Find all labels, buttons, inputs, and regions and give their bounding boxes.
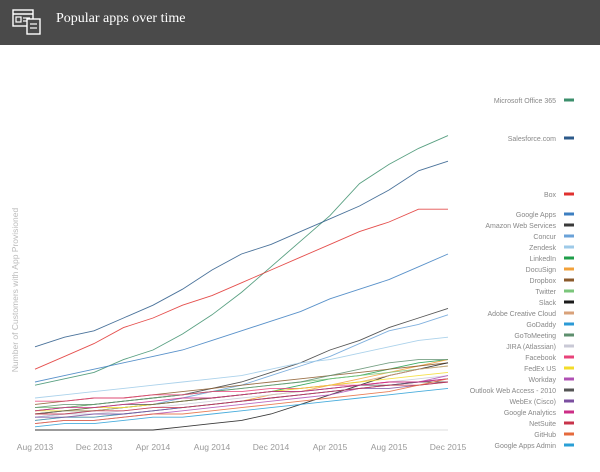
legend-label: NetSuite	[529, 421, 556, 428]
series-line	[34, 378, 449, 425]
legend-label: Adobe Creative Cloud	[488, 311, 557, 318]
legend-swatch	[564, 245, 574, 249]
legend-swatch	[564, 344, 574, 348]
legend-swatch	[564, 366, 574, 370]
legend-swatch	[564, 322, 574, 326]
header-bar: Popular apps over time	[0, 0, 600, 45]
legend-label: FedEx US	[524, 366, 556, 373]
x-tick-label: Aug 2014	[194, 442, 231, 452]
legend-swatch	[564, 388, 574, 392]
series-line	[34, 336, 449, 399]
legend-swatch	[564, 443, 574, 447]
legend-label: JIRA (Atlassian)	[506, 344, 556, 351]
series-line	[34, 387, 449, 428]
legend-swatch	[564, 136, 574, 140]
legend-swatch	[564, 432, 574, 436]
x-tick-label: Apr 2014	[136, 442, 171, 452]
legend-swatch	[564, 256, 574, 260]
legend-swatch	[564, 421, 574, 425]
y-axis-label: Number of Customers with App Provisioned	[10, 208, 20, 373]
legend-label: Facebook	[525, 355, 556, 362]
legend-label: GoToMeeting	[514, 333, 556, 340]
legend-label: Workday	[529, 377, 557, 384]
legend-label: DocuSign	[526, 267, 556, 274]
legend-swatch	[564, 311, 574, 315]
legend-swatch	[564, 223, 574, 227]
legend-swatch	[564, 212, 574, 216]
legend-label: Dropbox	[530, 278, 557, 285]
series-line	[34, 208, 448, 370]
series-line	[34, 314, 449, 418]
legend-swatch	[564, 410, 574, 414]
line-chart: Aug 2013 Dec 2013 Apr 2014 Aug 2014 Dec 2014…	[10, 98, 574, 452]
legend-label: Box	[544, 192, 557, 199]
legend-swatch	[564, 98, 574, 102]
x-tick-label: Aug 2013	[17, 442, 54, 452]
legend-swatch	[564, 234, 574, 238]
legend-swatch	[564, 355, 574, 359]
legend-label: Outlook Web Access - 2010	[470, 388, 556, 395]
series-line	[35, 381, 449, 415]
window-document-icon	[12, 9, 41, 35]
legend-swatch	[564, 300, 574, 304]
legend-swatch	[564, 377, 574, 381]
series-line	[34, 253, 449, 383]
legend-label: GoDaddy	[526, 322, 556, 329]
legend-label: LinkedIn	[530, 256, 557, 263]
x-tick-label: Dec 2013	[76, 442, 113, 452]
legend-label: Amazon Web Services	[485, 223, 556, 230]
series-line	[35, 381, 449, 418]
legend-label: Microsoft Office 365	[494, 98, 556, 105]
legend-label: Google Apps	[516, 212, 557, 219]
x-tick-label: Dec 2014	[253, 442, 290, 452]
legend-swatch	[564, 278, 574, 282]
legend-label: Salesforce.com	[508, 136, 556, 143]
series-line	[34, 359, 449, 415]
page-title: Popular apps over time	[56, 11, 186, 26]
x-tick-label: Aug 2015	[371, 442, 408, 452]
legend-swatch	[564, 399, 574, 403]
legend-swatch	[564, 289, 574, 293]
legend-label: WebEx (Cisco)	[509, 399, 556, 406]
x-tick-label: Apr 2015	[313, 442, 348, 452]
legend-label: Slack	[539, 300, 557, 307]
series-line	[34, 135, 449, 386]
legend-label: Twitter	[535, 289, 556, 296]
legend-label: GitHub	[534, 432, 556, 439]
x-tick-label: Dec 2015	[430, 442, 467, 452]
legend-swatch	[564, 333, 574, 337]
legend-label: Concur	[533, 234, 556, 241]
series-line	[34, 375, 449, 425]
series-line	[34, 359, 448, 409]
legend-label: Google Analytics	[504, 410, 557, 417]
series-line	[34, 378, 449, 412]
legend-label: Google Apps Admin	[495, 443, 557, 450]
series-line	[34, 160, 449, 348]
legend-label: Zendesk	[529, 245, 556, 252]
series-line	[35, 362, 449, 431]
legend-swatch	[564, 267, 574, 271]
legend-swatch	[564, 192, 574, 196]
